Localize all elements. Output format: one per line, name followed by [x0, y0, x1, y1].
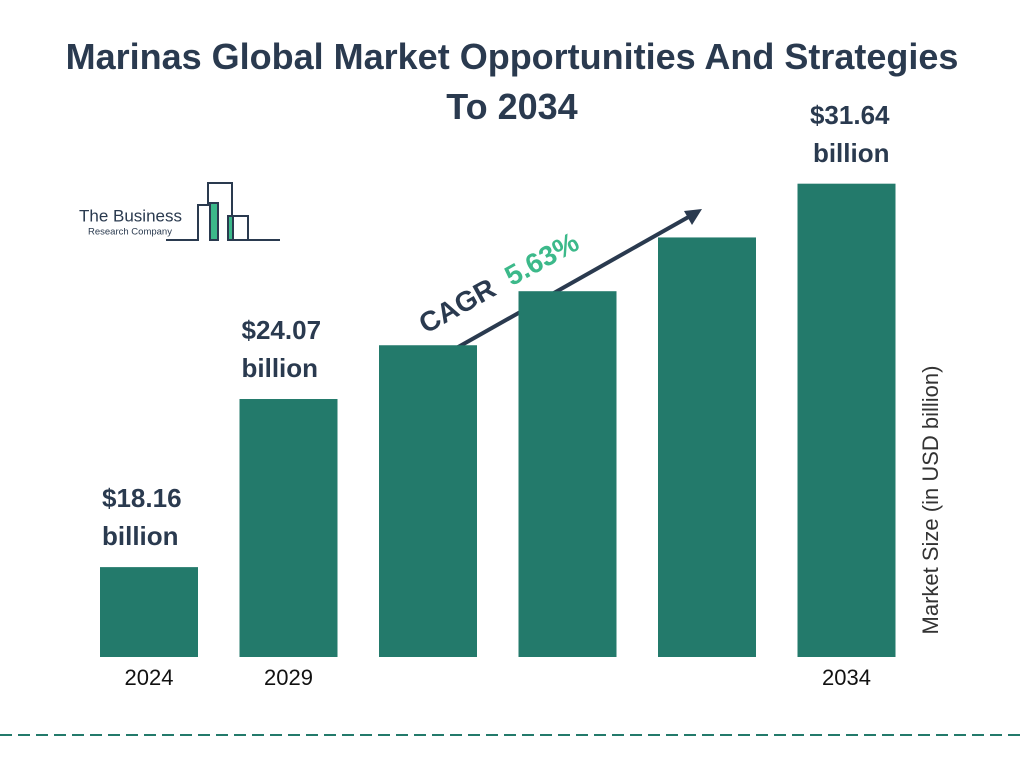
x-tick-label: 2034 — [822, 665, 871, 690]
logo-text: The Business — [79, 206, 182, 225]
bar — [518, 291, 617, 657]
chart-title: Marinas Global Market Opportunities And … — [65, 36, 959, 127]
logo-subtext: Research Company — [88, 227, 172, 238]
bar — [239, 399, 338, 657]
bar — [100, 567, 198, 657]
value-label: $24.07 billion — [241, 315, 322, 383]
bar — [797, 183, 896, 657]
value-label: $31.64 billion — [809, 99, 890, 168]
y-axis-label: Market Size (in USD billion) — [918, 366, 943, 635]
bar — [379, 345, 477, 657]
x-tick-label: 2024 — [125, 665, 174, 690]
value-label: $18.16 billion — [102, 483, 182, 552]
logo — [166, 182, 280, 241]
bar — [658, 237, 756, 657]
x-tick-label: 2029 — [264, 665, 313, 690]
